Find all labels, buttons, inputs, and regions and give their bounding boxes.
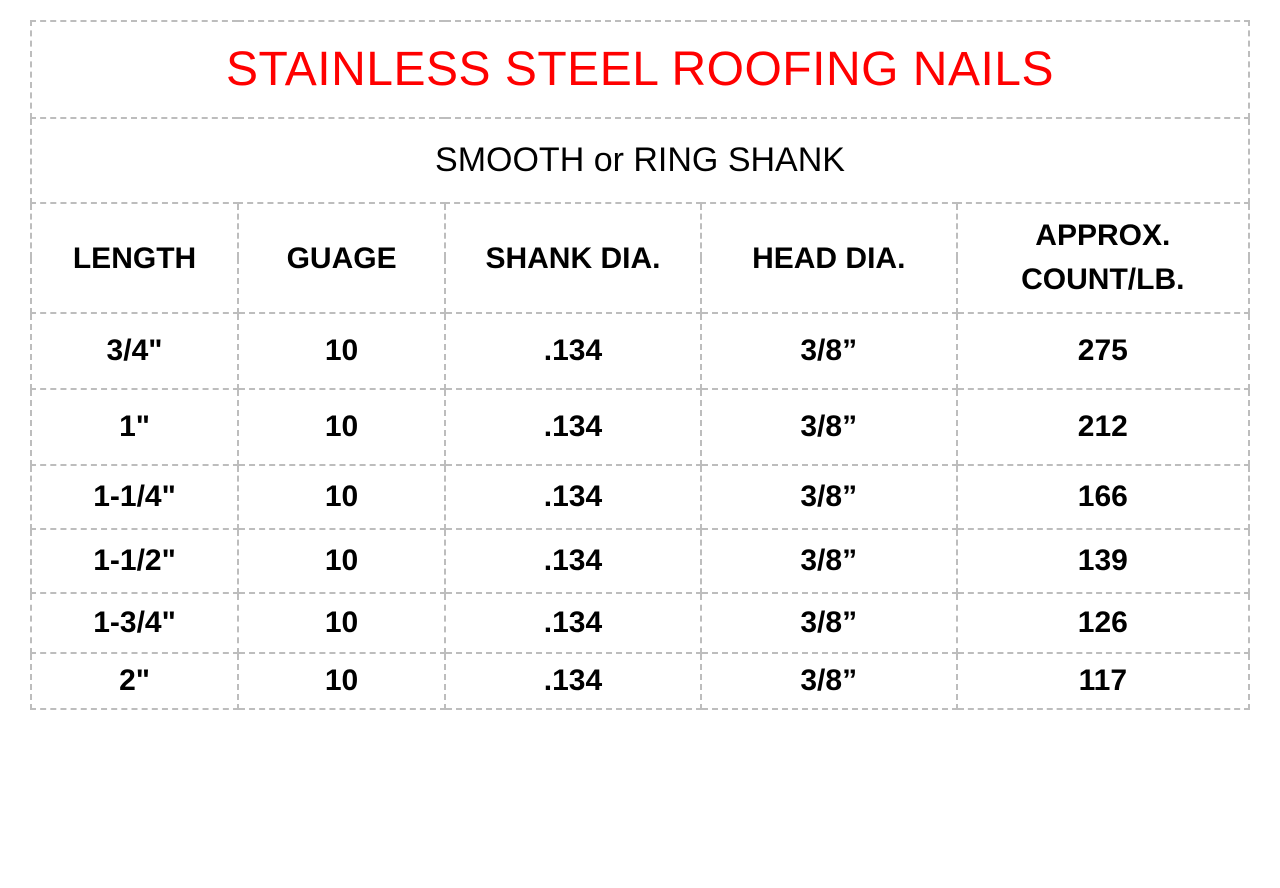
table-row: 1-1/4" 10 .134 3/8” 166 — [31, 465, 1249, 529]
cell-head: 3/8” — [701, 389, 957, 465]
nails-table: STAINLESS STEEL ROOFING NAILS SMOOTH or … — [30, 20, 1250, 710]
cell-guage: 10 — [238, 313, 445, 389]
table-row: 1-3/4" 10 .134 3/8” 126 — [31, 593, 1249, 653]
cell-length: 1-1/2" — [31, 529, 238, 593]
table-row: 1-1/2" 10 .134 3/8” 139 — [31, 529, 1249, 593]
cell-shank: .134 — [445, 465, 701, 529]
cell-length: 1-3/4" — [31, 593, 238, 653]
cell-count: 212 — [957, 389, 1249, 465]
header-approx-bot: COUNT/LB. — [957, 258, 1249, 313]
cell-shank: .134 — [445, 529, 701, 593]
cell-guage: 10 — [238, 465, 445, 529]
cell-length: 1" — [31, 389, 238, 465]
header-head: HEAD DIA. — [701, 203, 957, 313]
cell-shank: .134 — [445, 313, 701, 389]
header-row-1: LENGTH GUAGE SHANK DIA. HEAD DIA. APPROX… — [31, 203, 1249, 258]
cell-shank: .134 — [445, 653, 701, 709]
cell-guage: 10 — [238, 653, 445, 709]
cell-shank: .134 — [445, 593, 701, 653]
header-approx-top: APPROX. — [957, 203, 1249, 258]
subtitle-row: SMOOTH or RING SHANK — [31, 118, 1249, 203]
table-container: STAINLESS STEEL ROOFING NAILS SMOOTH or … — [0, 0, 1280, 730]
table-row: 3/4" 10 .134 3/8” 275 — [31, 313, 1249, 389]
table-row: 2" 10 .134 3/8” 117 — [31, 653, 1249, 709]
cell-count: 139 — [957, 529, 1249, 593]
cell-guage: 10 — [238, 593, 445, 653]
cell-head: 3/8” — [701, 529, 957, 593]
cell-shank: .134 — [445, 389, 701, 465]
cell-length: 2" — [31, 653, 238, 709]
cell-head: 3/8” — [701, 593, 957, 653]
title-row: STAINLESS STEEL ROOFING NAILS — [31, 21, 1249, 118]
table-subtitle: SMOOTH or RING SHANK — [31, 118, 1249, 203]
header-shank: SHANK DIA. — [445, 203, 701, 313]
header-guage: GUAGE — [238, 203, 445, 313]
cell-guage: 10 — [238, 389, 445, 465]
cell-length: 3/4" — [31, 313, 238, 389]
cell-count: 126 — [957, 593, 1249, 653]
table-title: STAINLESS STEEL ROOFING NAILS — [31, 21, 1249, 118]
cell-length: 1-1/4" — [31, 465, 238, 529]
cell-count: 166 — [957, 465, 1249, 529]
cell-head: 3/8” — [701, 465, 957, 529]
cell-head: 3/8” — [701, 653, 957, 709]
table-row: 1" 10 .134 3/8” 212 — [31, 389, 1249, 465]
cell-count: 275 — [957, 313, 1249, 389]
cell-count: 117 — [957, 653, 1249, 709]
cell-head: 3/8” — [701, 313, 957, 389]
cell-guage: 10 — [238, 529, 445, 593]
header-length: LENGTH — [31, 203, 238, 313]
